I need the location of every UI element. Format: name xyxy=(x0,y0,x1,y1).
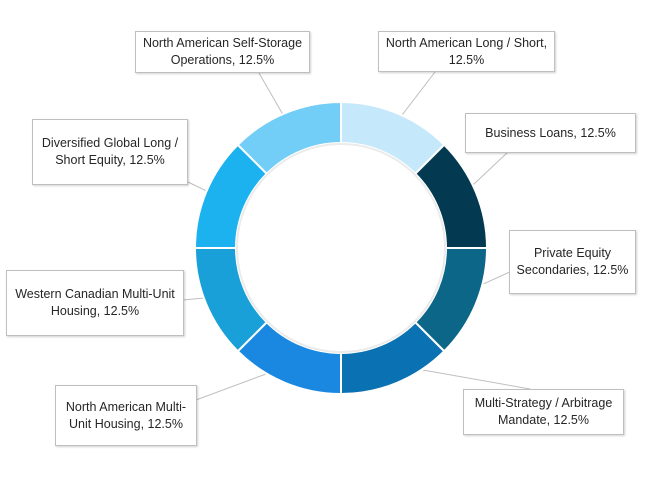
data-label-private-equity-secondaries: Private Equity Secondaries, 12.5% xyxy=(509,230,636,294)
data-label-north-american-self-storage: North American Self-Storage Operations, … xyxy=(135,31,310,73)
donut-slices xyxy=(193,100,489,396)
data-label-business-loans: Business Loans, 12.5% xyxy=(465,113,636,153)
data-label-multi-strategy-arbitrage: Multi-Strategy / Arbitrage Mandate, 12.5… xyxy=(463,389,624,435)
slice-north-american-self-storage-operations xyxy=(236,100,342,176)
data-label-north-american-multi-unit-housing: North American Multi-Unit Housing, 12.5% xyxy=(55,385,197,446)
data-label-western-canadian-multi-unit-housing: Western Canadian Multi-Unit Housing, 12.… xyxy=(6,270,184,336)
data-label-north-american-long-short: North American Long / Short, 12.5% xyxy=(378,31,555,72)
donut-hole-ring xyxy=(236,143,446,353)
data-label-diversified-global-long-short-equity: Diversified Global Long / Short Equity, … xyxy=(32,119,188,185)
